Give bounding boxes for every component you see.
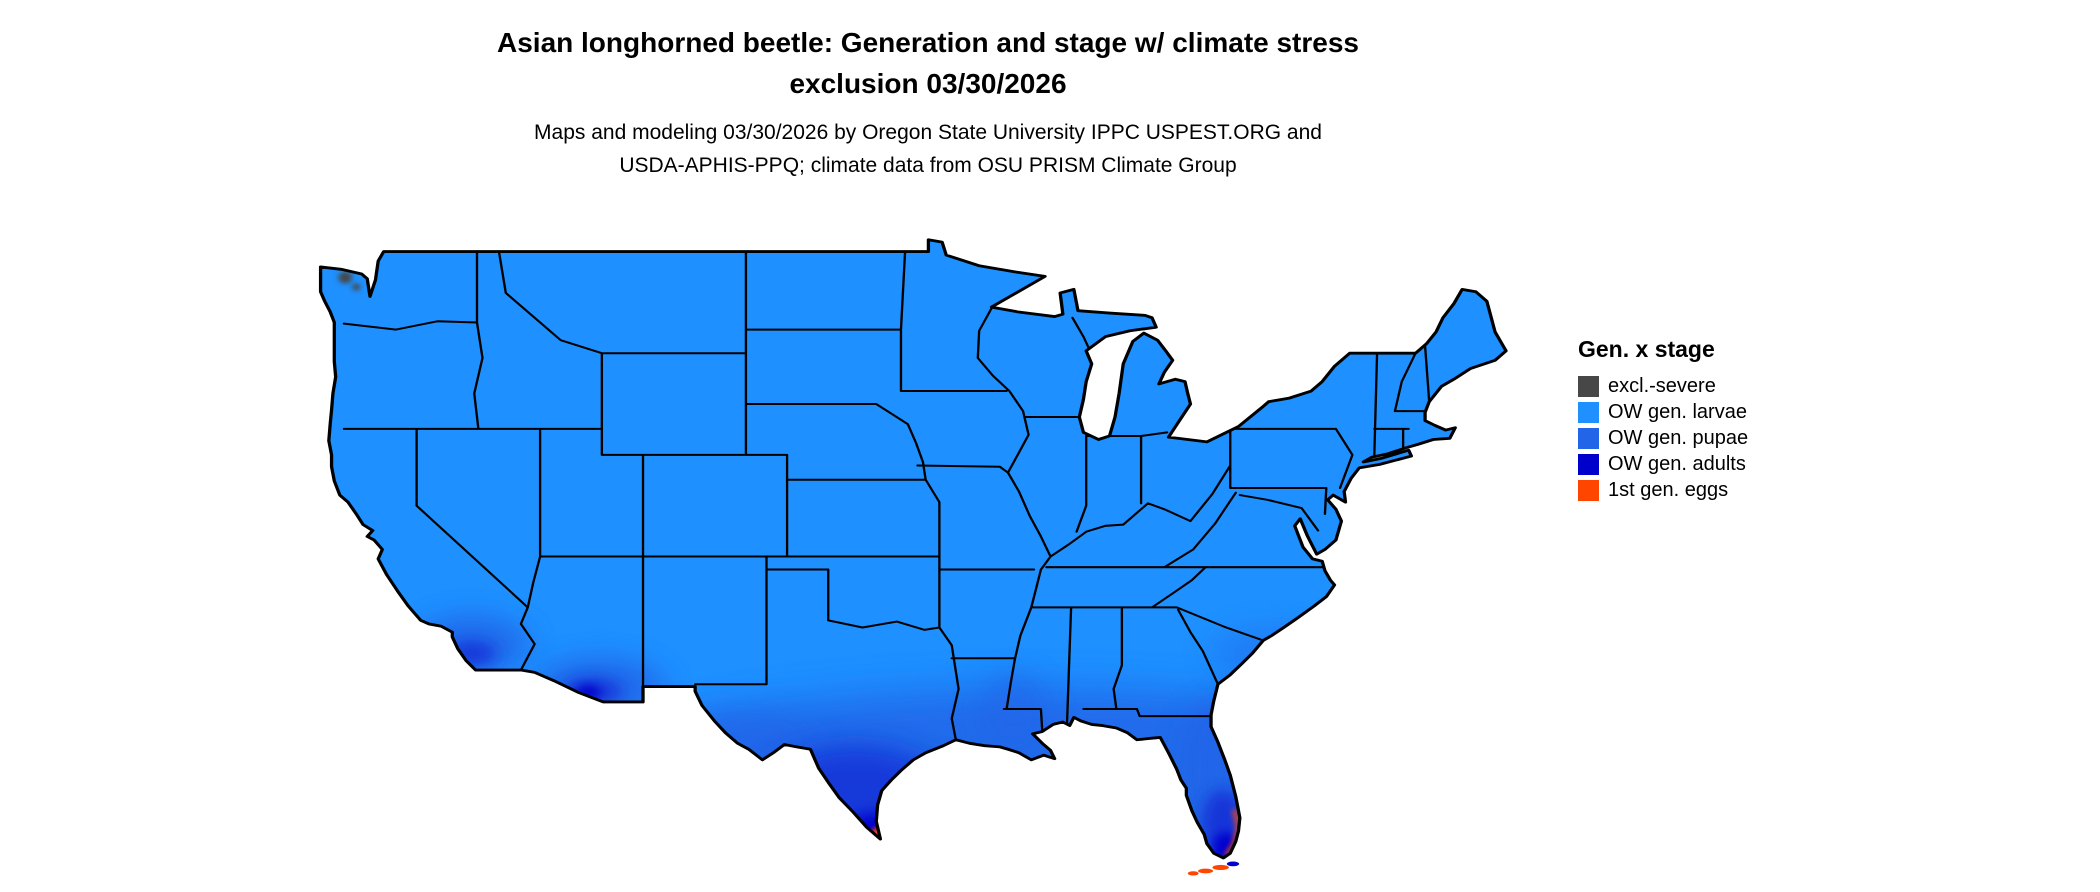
west-texas-pupae [663, 709, 815, 776]
legend-swatch-ow-adults [1578, 453, 1599, 475]
legend-item-1st-eggs: 1st gen. eggs [1578, 477, 1748, 503]
mississippi-valley-pupae [979, 671, 1048, 754]
olympic-exclusion-speck [352, 283, 361, 291]
conus-map [300, 222, 1528, 884]
legend-item-ow-larvae: OW gen. larvae [1578, 399, 1748, 425]
legend-label-ow-larvae: OW gen. larvae [1608, 400, 1747, 423]
conus-map-svg [318, 238, 1508, 876]
legend: Gen. x stage excl.-severe OW gen. larvae… [1578, 336, 1748, 503]
state-borders [342, 250, 1431, 741]
figure-header: Asian longhorned beetle: Generation and … [0, 22, 1856, 182]
figure-subtitle: Maps and modeling 03/30/2026 by Oregon S… [0, 116, 1856, 182]
page-title-line2: exclusion 03/30/2026 [789, 68, 1067, 99]
us-base-fill [320, 239, 1507, 858]
florida-keys-eggs-dash [1187, 871, 1199, 876]
legend-label-1st-eggs: 1st gen. eggs [1608, 478, 1729, 501]
florida-keys [1187, 861, 1240, 876]
legend-label-excl-severe: excl.-severe [1608, 374, 1716, 397]
olympic-exclusion-speck [338, 271, 353, 284]
legend-swatch-ow-larvae [1578, 401, 1599, 423]
florida-keys-eggs-dash [1212, 864, 1229, 871]
legend-title: Gen. x stage [1578, 336, 1715, 362]
legend-label-ow-adults: OW gen. adults [1608, 452, 1746, 475]
page-title-line1: Asian longhorned beetle: Generation and … [497, 27, 1359, 58]
subtitle-line1: Maps and modeling 03/30/2026 by Oregon S… [534, 121, 1322, 144]
south-texas-adults [752, 744, 959, 858]
legend-item-ow-adults: OW gen. adults [1578, 451, 1748, 477]
florida-keys-eggs-dash [1198, 868, 1214, 874]
legend-label-ow-pupae: OW gen. pupae [1608, 426, 1749, 449]
florida-keys-adults-dash [1226, 861, 1240, 867]
legend-swatch-ow-pupae [1578, 427, 1599, 449]
legend-item-ow-pupae: OW gen. pupae [1578, 425, 1748, 451]
legend-item-excl-severe: excl.-severe [1578, 373, 1748, 399]
legend-swatch-1st-eggs [1578, 479, 1599, 501]
legend-swatch-excl-severe [1578, 375, 1599, 397]
subtitle-line2: USDA-APHIS-PPQ; climate data from OSU PR… [619, 154, 1237, 177]
